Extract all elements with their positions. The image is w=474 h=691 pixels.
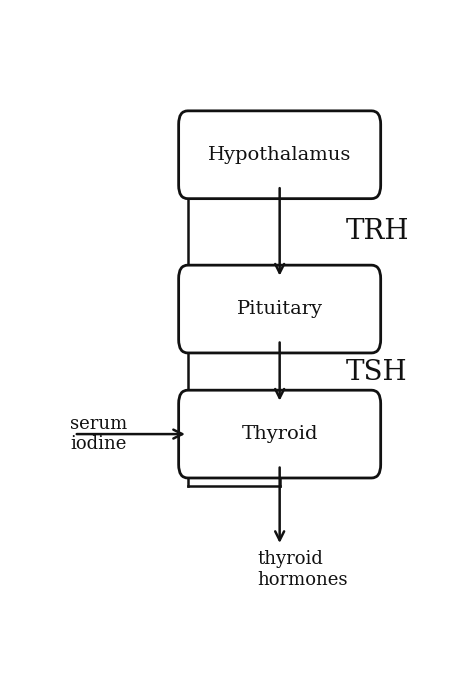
FancyBboxPatch shape [179,111,381,198]
Text: thyroid
hormones: thyroid hormones [258,550,348,589]
FancyBboxPatch shape [179,390,381,478]
Text: Pituitary: Pituitary [237,300,323,318]
Text: TSH: TSH [346,359,408,386]
Text: Hypothalamus: Hypothalamus [208,146,351,164]
Text: serum
iodine: serum iodine [70,415,128,453]
Text: TRH: TRH [346,218,409,245]
FancyBboxPatch shape [179,265,381,353]
Text: Thyroid: Thyroid [241,425,318,443]
